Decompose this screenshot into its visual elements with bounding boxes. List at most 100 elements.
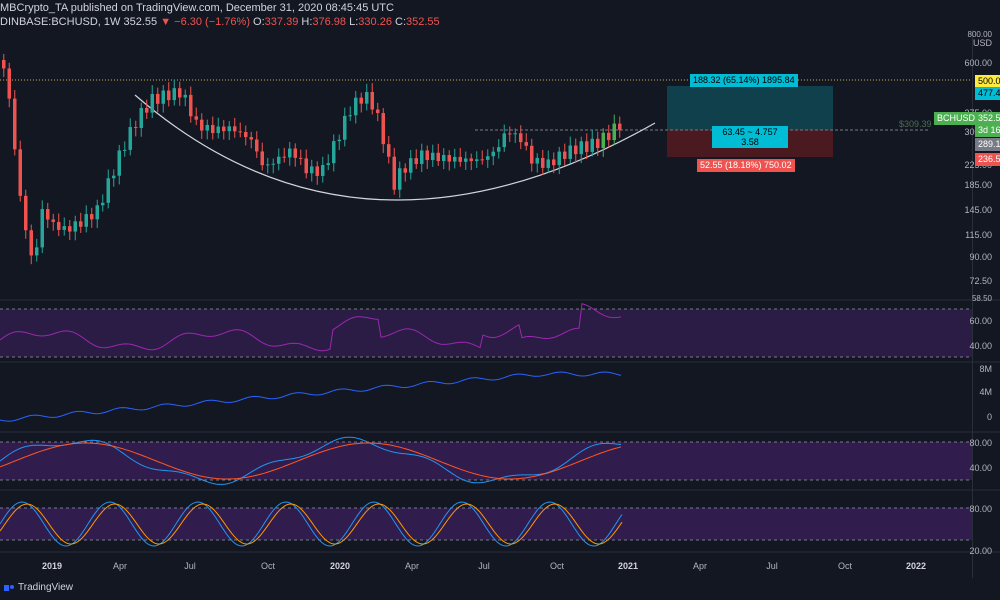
candle[interactable] [24, 195, 28, 231]
candle[interactable] [35, 247, 39, 256]
candle[interactable] [40, 209, 45, 248]
candle[interactable] [227, 126, 232, 132]
candle[interactable] [145, 108, 149, 113]
stoch-k-line[interactable] [0, 436, 622, 485]
candle[interactable] [260, 151, 265, 166]
candle[interactable] [13, 98, 17, 150]
candle[interactable] [557, 151, 562, 166]
candle[interactable] [491, 151, 496, 157]
candle[interactable] [101, 202, 105, 206]
rsi-line[interactable] [0, 303, 622, 352]
obv-line[interactable] [0, 371, 622, 422]
candle[interactable] [332, 141, 336, 164]
candle[interactable] [387, 144, 391, 157]
candle[interactable] [216, 126, 221, 134]
candle[interactable] [51, 219, 56, 222]
candle[interactable] [513, 133, 518, 135]
price-axis[interactable] [972, 30, 1000, 578]
candle[interactable] [398, 168, 402, 190]
candle[interactable] [106, 178, 111, 203]
candle[interactable] [508, 133, 512, 135]
candle[interactable] [447, 155, 452, 162]
candle[interactable] [497, 147, 501, 152]
candle[interactable] [579, 141, 584, 155]
candle[interactable] [62, 226, 67, 230]
candle[interactable] [519, 133, 523, 143]
candle[interactable] [370, 92, 375, 110]
candle[interactable] [365, 92, 369, 104]
stochrsi-k-line[interactable] [0, 501, 623, 547]
candle[interactable] [458, 156, 463, 162]
candle[interactable] [469, 158, 474, 162]
stoch-d-line[interactable] [0, 442, 622, 480]
candle[interactable] [607, 132, 611, 141]
candle[interactable] [18, 149, 23, 196]
candle[interactable] [464, 158, 468, 162]
candle[interactable] [205, 124, 210, 131]
stop-label[interactable]: 52.55 (18.18%) 750.02 [697, 159, 795, 172]
candle[interactable] [337, 139, 342, 142]
symbol-label[interactable]: DINBASE:BCHUSD, 1W [0, 16, 121, 28]
candle[interactable] [601, 132, 606, 148]
candle[interactable] [73, 221, 78, 232]
candle[interactable] [414, 158, 419, 164]
candle[interactable] [321, 165, 325, 176]
candle[interactable] [293, 148, 298, 158]
candle[interactable] [84, 214, 89, 227]
candle[interactable] [530, 145, 534, 164]
candle[interactable] [502, 133, 507, 148]
candle[interactable] [431, 152, 435, 161]
candle[interactable] [425, 150, 430, 161]
candle[interactable] [359, 97, 364, 104]
candle[interactable] [568, 145, 573, 159]
candle[interactable] [381, 113, 386, 145]
candle[interactable] [277, 156, 281, 164]
candle[interactable] [57, 221, 61, 230]
candle[interactable] [282, 156, 287, 158]
candle[interactable] [392, 156, 397, 190]
candle[interactable] [167, 90, 171, 101]
candle[interactable] [172, 88, 177, 101]
candle[interactable] [409, 158, 413, 173]
candle[interactable] [315, 166, 320, 176]
candle[interactable] [90, 214, 94, 220]
candle[interactable] [266, 164, 270, 166]
candle[interactable] [222, 126, 226, 132]
candle[interactable] [189, 94, 193, 117]
rounding-bottom-curve[interactable] [134, 94, 656, 201]
candle[interactable] [244, 131, 248, 138]
candle[interactable] [436, 152, 441, 162]
candle[interactable] [194, 116, 199, 120]
candle[interactable] [541, 157, 545, 168]
candle[interactable] [2, 60, 6, 69]
candle[interactable] [590, 138, 595, 152]
candle[interactable] [596, 138, 600, 148]
candle[interactable] [128, 127, 133, 150]
candle[interactable] [348, 115, 353, 117]
candle[interactable] [326, 163, 331, 166]
candle[interactable] [7, 68, 12, 99]
candle[interactable] [139, 108, 144, 128]
candle[interactable] [68, 226, 72, 232]
candle[interactable] [200, 119, 204, 131]
candle[interactable] [134, 127, 138, 129]
candle[interactable] [271, 163, 276, 165]
candle[interactable] [376, 109, 380, 114]
candle[interactable] [403, 168, 408, 173]
candle[interactable] [343, 115, 347, 140]
candle[interactable] [420, 150, 424, 164]
candle[interactable] [552, 159, 556, 166]
candle[interactable] [183, 94, 188, 98]
candle[interactable] [354, 97, 358, 116]
candle[interactable] [46, 209, 50, 220]
candle[interactable] [480, 159, 485, 161]
candle[interactable] [238, 131, 243, 133]
candle[interactable] [117, 150, 122, 176]
candle[interactable] [288, 148, 292, 158]
candle[interactable] [486, 156, 490, 160]
candle[interactable] [255, 139, 259, 152]
candle[interactable] [233, 126, 237, 132]
candle[interactable] [546, 159, 551, 168]
candle[interactable] [95, 205, 100, 220]
